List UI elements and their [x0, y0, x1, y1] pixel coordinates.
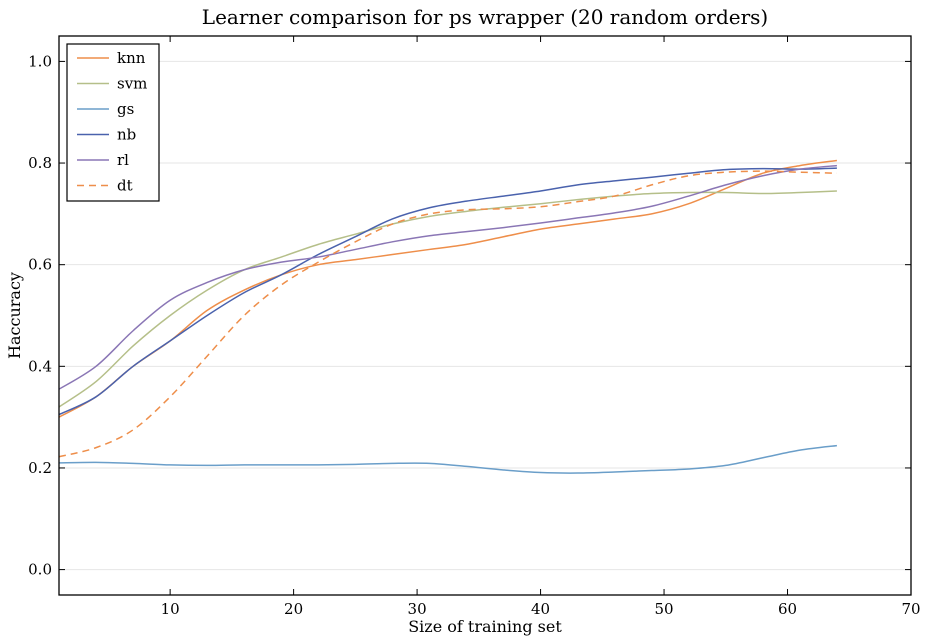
series-line-rl — [58, 164, 837, 390]
x-tick-label: 20 — [284, 600, 303, 618]
x-tick-label: 30 — [408, 600, 427, 618]
series-line-svm — [58, 190, 837, 408]
x-tick-label: 50 — [654, 600, 673, 618]
x-axis-label: Size of training set — [408, 617, 562, 636]
plot-frame — [58, 35, 912, 596]
series-line-gs — [58, 444, 838, 474]
x-tick-label: 70 — [901, 600, 920, 618]
axis-ticks: 0.0 0.2 0.4 0.6 0.8 1.0 10 20 30 40 50 60 70 — [28, 36, 921, 618]
x-tick-label: 40 — [531, 600, 550, 618]
x-tick-label: 10 — [161, 600, 180, 618]
y-tick-label: 0.0 — [28, 561, 52, 579]
y-tick-label: 0.2 — [28, 459, 52, 477]
legend-label-dt: dt — [117, 177, 133, 195]
legend-label-nb: nb — [117, 126, 136, 144]
x-tick-label: 60 — [778, 600, 797, 618]
series-line-nb — [58, 167, 837, 416]
y-tick-label: 0.4 — [28, 357, 52, 375]
legend-label-svm: svm — [117, 75, 147, 93]
y-tick-label: 0.8 — [28, 154, 52, 172]
legend: knn svm gs nb rl dt — [66, 43, 160, 202]
series-line-knn — [58, 159, 838, 418]
legend-box — [66, 43, 160, 202]
series-layer — [58, 159, 838, 474]
y-tick-label: 1.0 — [28, 52, 52, 70]
series-line-dt — [58, 170, 837, 458]
legend-label-rl: rl — [117, 151, 129, 169]
y-tick-label: 0.6 — [28, 256, 52, 274]
legend-label-gs: gs — [117, 100, 134, 118]
chart-title: Learner comparison for ps wrapper (20 ra… — [202, 5, 768, 29]
y-axis-label: Haccuracy — [5, 272, 24, 359]
legend-label-knn: knn — [117, 49, 146, 67]
